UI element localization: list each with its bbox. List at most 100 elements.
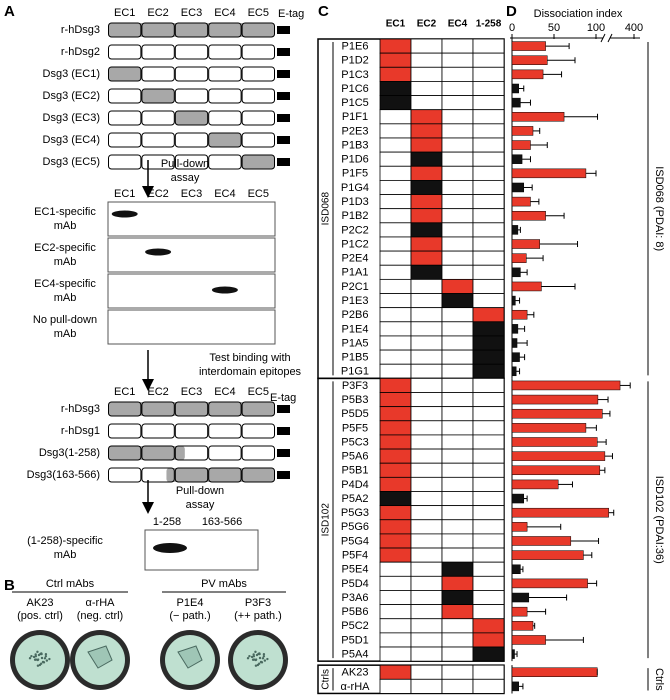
cell xyxy=(441,95,474,111)
domain xyxy=(174,154,209,170)
cell xyxy=(441,406,474,422)
cell xyxy=(441,222,474,238)
row-name: P1E6 xyxy=(342,40,369,52)
fragment xyxy=(37,653,41,657)
domain-header: EC2 xyxy=(147,386,168,398)
blot-label: EC2-specific xyxy=(34,242,96,254)
cell xyxy=(410,632,443,648)
fragment xyxy=(48,657,51,661)
bar xyxy=(511,394,599,405)
cell xyxy=(410,462,443,478)
column-header: EC2 xyxy=(417,19,437,30)
epitope-cell xyxy=(379,491,412,507)
fragment xyxy=(256,663,260,667)
epitope-cell xyxy=(472,349,505,365)
lane-label: EC5 xyxy=(248,188,269,200)
cell xyxy=(441,434,474,450)
cell xyxy=(379,632,412,648)
cell xyxy=(472,38,505,54)
cell xyxy=(410,476,443,492)
dish-note: (pos. ctrl) xyxy=(17,610,63,622)
domain xyxy=(208,44,242,60)
cell xyxy=(472,278,505,294)
step-text: assay xyxy=(186,499,215,511)
cell xyxy=(441,123,474,139)
construct-label: Dsg3 (EC4) xyxy=(43,134,100,146)
dish-note: (neg. ctrl) xyxy=(77,610,123,622)
cell xyxy=(410,519,443,535)
cell xyxy=(379,208,412,224)
row-name: P5E4 xyxy=(342,564,369,576)
construct-label: Dsg3(1-258) xyxy=(39,447,100,459)
lane-label: EC2 xyxy=(147,188,168,200)
cell xyxy=(441,420,474,436)
axis-break xyxy=(600,33,606,43)
fragment xyxy=(254,664,258,667)
bar xyxy=(511,667,598,677)
bar xyxy=(511,366,517,377)
cell xyxy=(472,547,505,563)
bar xyxy=(511,451,606,461)
epitope-cell xyxy=(379,448,412,464)
cell xyxy=(472,678,505,694)
domain xyxy=(108,154,142,170)
construct-label: r-hDsg3 xyxy=(61,24,100,36)
bar xyxy=(511,606,528,617)
column-header: EC4 xyxy=(448,19,468,30)
epitope-cell xyxy=(379,476,412,492)
panel-label: D xyxy=(506,3,517,20)
row-name: P1C6 xyxy=(341,83,369,95)
cell xyxy=(472,95,505,111)
cell xyxy=(410,664,443,680)
row-name: P5D4 xyxy=(341,578,369,590)
row-name: P1F5 xyxy=(342,168,368,180)
cell xyxy=(472,590,505,606)
row-name: P5D5 xyxy=(341,408,369,420)
domain xyxy=(174,110,209,126)
epitope-cell xyxy=(379,81,412,96)
epitope-cell xyxy=(379,377,412,393)
domain xyxy=(141,467,175,483)
bar xyxy=(511,649,515,659)
column-header: EC1 xyxy=(386,19,406,30)
fragment xyxy=(30,654,33,658)
domain xyxy=(141,88,175,104)
step-text: assay xyxy=(171,172,200,184)
construct-label: r-hDsg3 xyxy=(61,403,100,415)
epitope-cell xyxy=(379,462,412,478)
cell xyxy=(379,321,412,337)
blot-label: mAb xyxy=(54,220,77,232)
cell xyxy=(379,363,412,379)
blot xyxy=(107,237,276,273)
domain xyxy=(208,110,242,126)
bar xyxy=(511,493,525,504)
bar xyxy=(511,140,531,150)
domain xyxy=(108,66,142,82)
fragment xyxy=(251,658,255,661)
domain xyxy=(174,22,209,38)
construct-label: Dsg3(163-566) xyxy=(27,469,100,481)
cell xyxy=(379,335,412,351)
fragment xyxy=(42,661,46,664)
lane-label: 1-258 xyxy=(153,516,181,528)
axis-title: Dissociation index xyxy=(534,8,623,20)
cell xyxy=(379,137,412,153)
bar xyxy=(511,211,546,221)
cell xyxy=(379,293,412,309)
dish-name: P1E4 xyxy=(177,597,204,609)
bar xyxy=(511,168,587,179)
fragment xyxy=(28,657,32,660)
dish-note: (− path.) xyxy=(169,610,210,622)
cell xyxy=(441,208,474,224)
group-label: ISD102 (PDAI:36) xyxy=(653,476,665,564)
domain xyxy=(241,445,276,461)
epitope-cell xyxy=(379,547,412,563)
group-label: Ctrls xyxy=(653,668,665,691)
tag xyxy=(277,70,290,78)
domain xyxy=(208,154,242,170)
blot-label: (1-258)-specific xyxy=(27,535,103,547)
domain xyxy=(174,132,209,148)
cell xyxy=(441,519,474,535)
cell xyxy=(410,38,443,54)
domain-shade xyxy=(108,402,275,416)
